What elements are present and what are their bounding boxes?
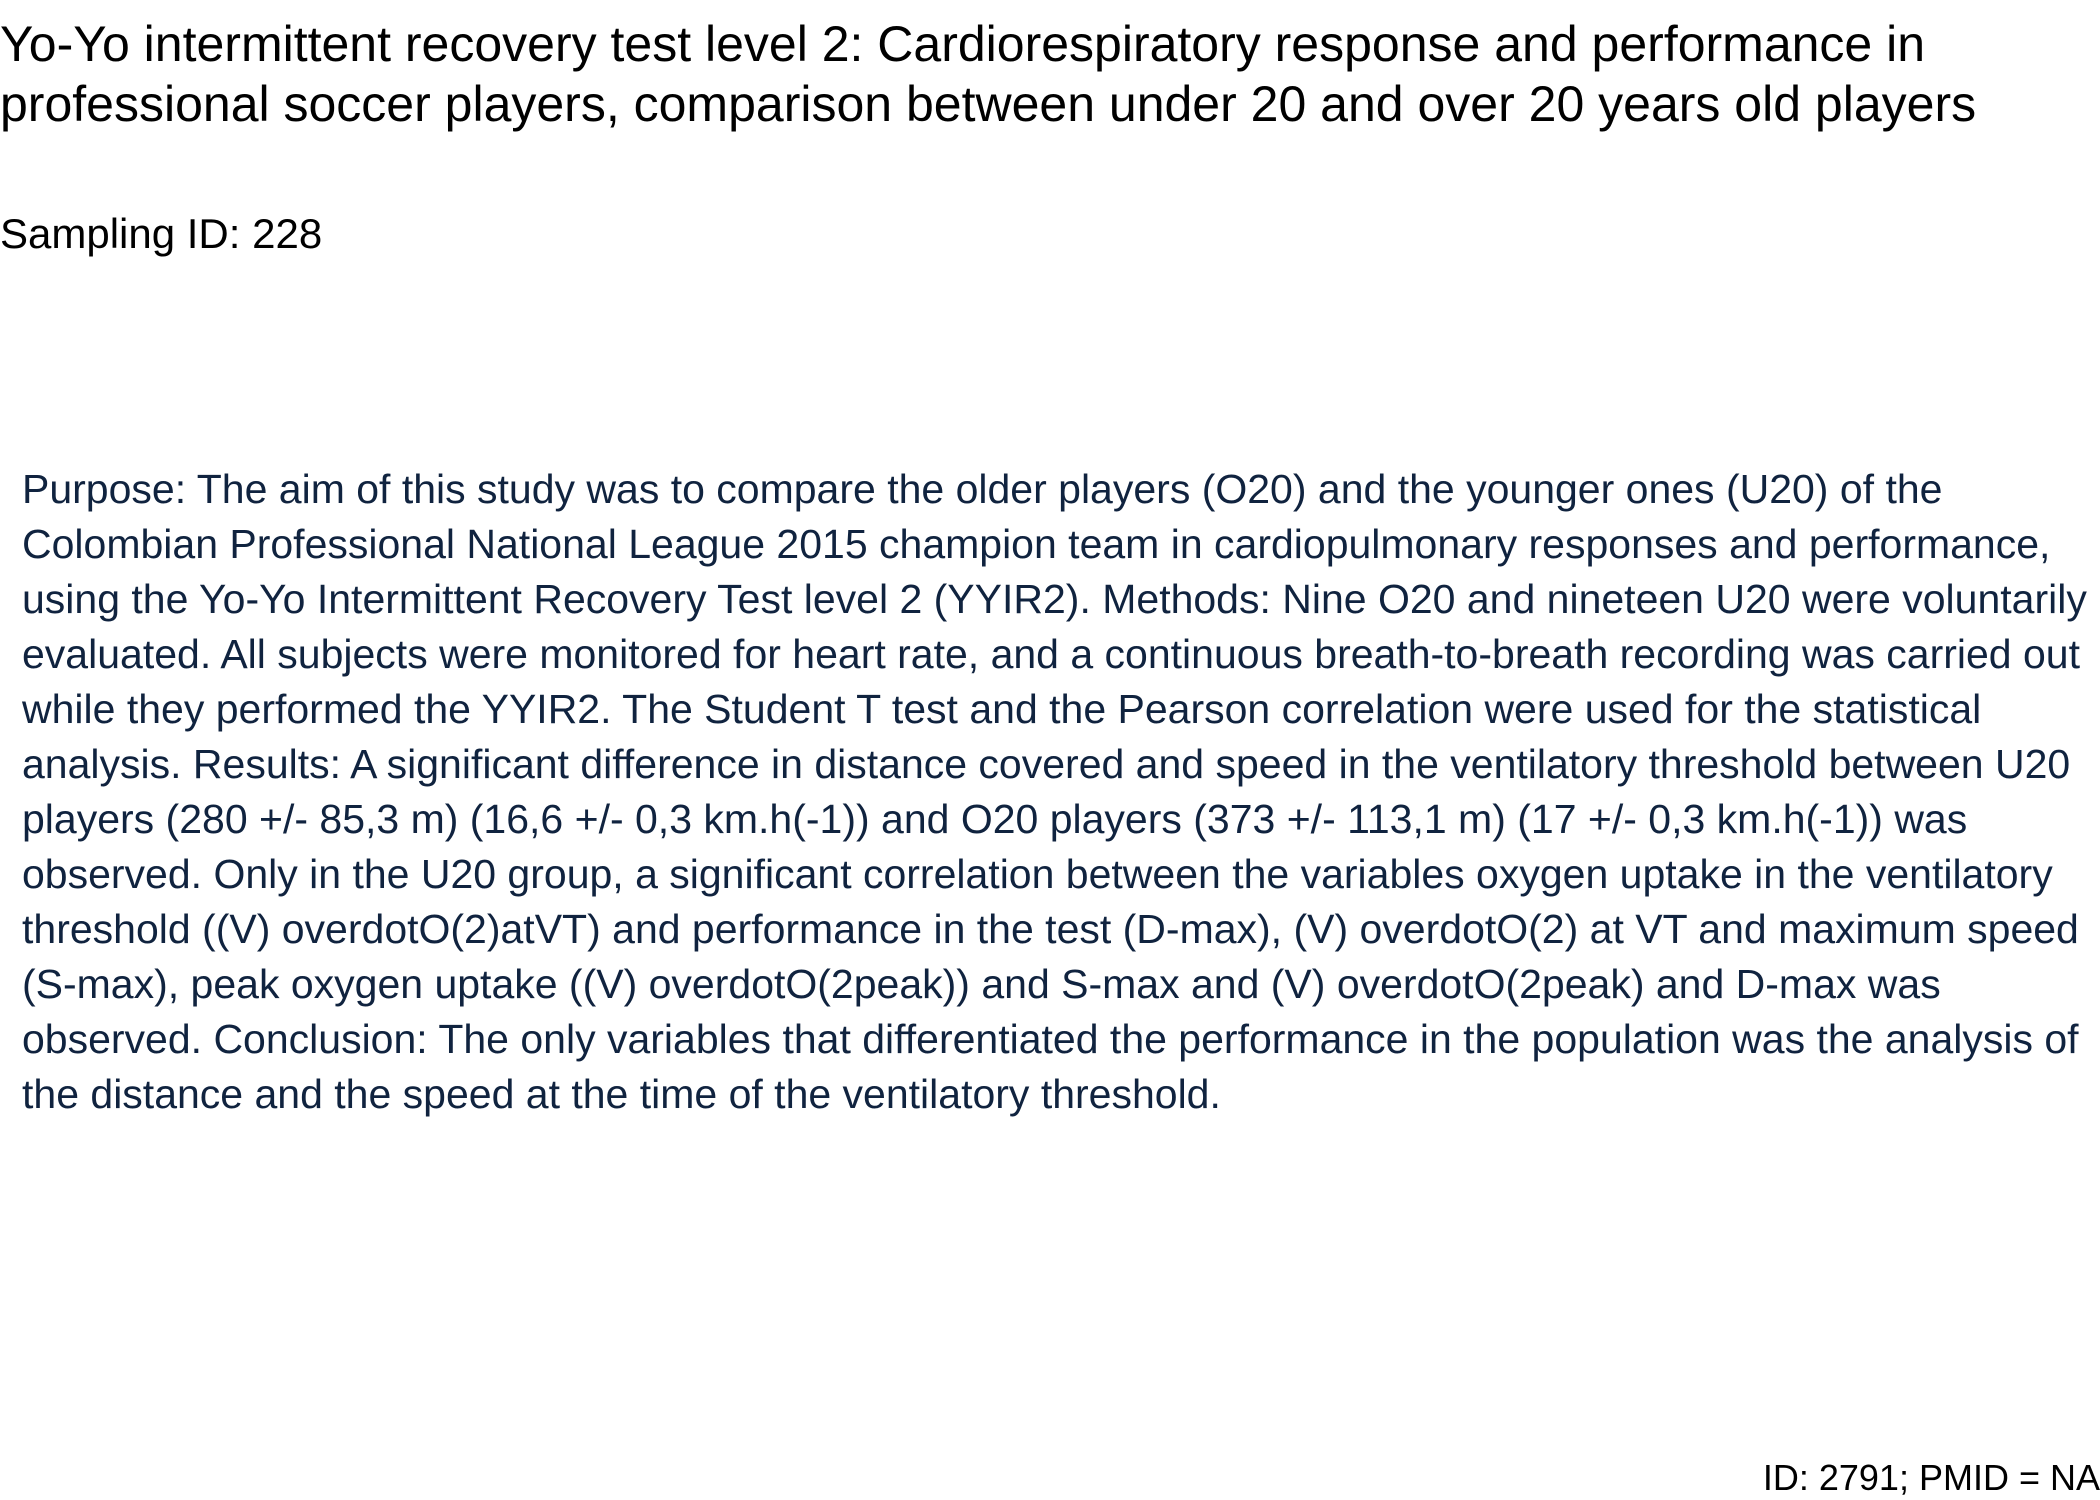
- footer-id: ID: 2791; PMID = NA: [1762, 1457, 2100, 1498]
- sampling-id: Sampling ID: 228: [0, 210, 323, 257]
- abstract-text: Purpose: The aim of this study was to co…: [22, 466, 2087, 1117]
- document-title: Yo-Yo intermittent recovery test level 2…: [0, 16, 1977, 132]
